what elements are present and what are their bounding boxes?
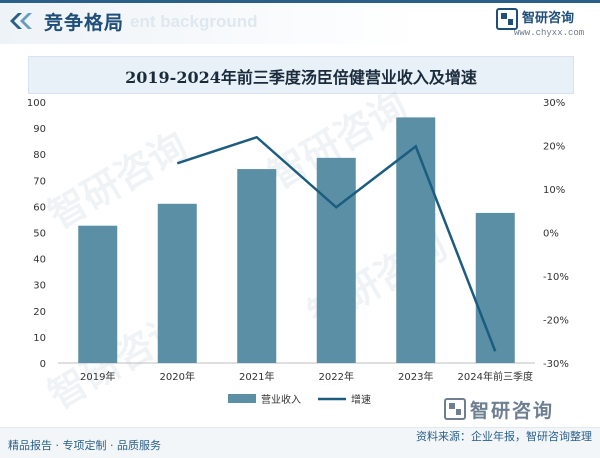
y-right-tick-label: -20%	[543, 316, 569, 327]
source-note: 资料来源：企业年报，智研咨询整理	[416, 428, 592, 444]
y-left-tick-label: 0	[40, 359, 46, 370]
y-right-tick-label: -10%	[543, 272, 569, 283]
y-right-tick-label: -30%	[543, 359, 569, 370]
y-left-tick-label: 80	[33, 150, 46, 161]
combo-chart: 0 10 20 30 40 50 60 70 80 90 100 30% 20% 10% 0% -10% -20…	[0, 0, 600, 425]
y-left-tick-label: 100	[27, 98, 46, 109]
brand-logo-text: 智研咨询	[470, 396, 554, 423]
x-tick-label: 2020年	[160, 370, 195, 383]
y-left-tick-label: 30	[33, 281, 46, 292]
x-tick-label: 2023年	[398, 370, 433, 383]
legend-label: 增速	[351, 393, 371, 406]
legend-label: 营业收入	[261, 393, 301, 406]
legend-swatch-bar	[228, 394, 256, 403]
brand-logo-icon	[444, 398, 466, 420]
y-left-tick-label: 10	[33, 333, 46, 344]
y-left-tick-label: 40	[33, 255, 46, 266]
y-left-tick-label: 50	[33, 229, 46, 240]
y-left-tick-label: 60	[33, 202, 46, 213]
y-left-tick-label: 20	[33, 307, 46, 318]
y-right-tick-label: 10%	[543, 185, 565, 196]
bar	[476, 213, 515, 363]
bar	[237, 169, 276, 363]
y-right-tick-label: 20%	[543, 142, 565, 153]
x-tick-label: 2024年前三季度	[458, 370, 533, 383]
footer-tagline: 精品报告 · 专项定制 · 品质服务	[8, 437, 161, 453]
bar	[396, 117, 435, 363]
y-right-tick-label: 30%	[543, 98, 565, 109]
x-tick-label: 2021年	[239, 370, 274, 383]
bar	[158, 204, 197, 363]
x-tick-label: 2019年	[80, 370, 115, 383]
y-left-tick-label: 90	[33, 124, 46, 135]
y-right-tick-label: 0%	[543, 229, 559, 240]
footer: 精品报告 · 专项定制 · 品质服务 资料来源：企业年报，智研咨询整理	[0, 427, 600, 458]
bar	[317, 158, 356, 363]
bar	[78, 226, 117, 363]
y-left-tick-label: 70	[33, 176, 46, 187]
x-tick-label: 2022年	[319, 370, 354, 383]
